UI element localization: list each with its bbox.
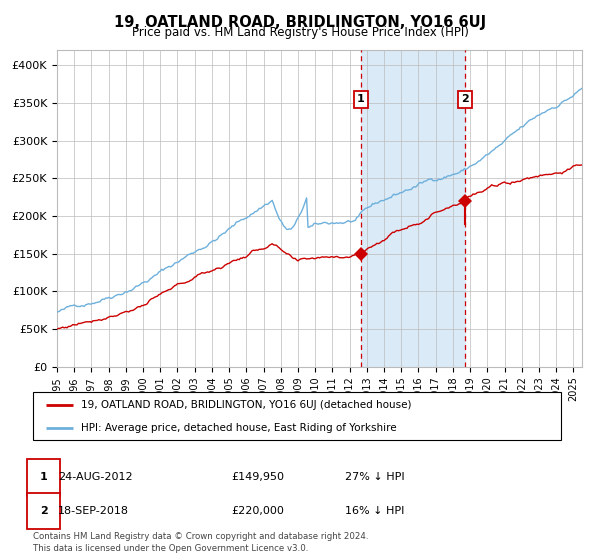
Text: 19, OATLAND ROAD, BRIDLINGTON, YO16 6UJ (detached house): 19, OATLAND ROAD, BRIDLINGTON, YO16 6UJ … — [80, 400, 411, 410]
Text: Price paid vs. HM Land Registry's House Price Index (HPI): Price paid vs. HM Land Registry's House … — [131, 26, 469, 39]
Text: 1: 1 — [40, 473, 48, 482]
Text: 1: 1 — [357, 95, 365, 104]
Text: £220,000: £220,000 — [231, 506, 284, 516]
Text: 2: 2 — [461, 95, 469, 104]
Text: 2: 2 — [40, 506, 48, 516]
Text: HPI: Average price, detached house, East Riding of Yorkshire: HPI: Average price, detached house, East… — [80, 423, 396, 433]
Text: £149,950: £149,950 — [231, 473, 284, 482]
Text: Contains HM Land Registry data © Crown copyright and database right 2024.
This d: Contains HM Land Registry data © Crown c… — [33, 533, 368, 553]
Text: 19, OATLAND ROAD, BRIDLINGTON, YO16 6UJ: 19, OATLAND ROAD, BRIDLINGTON, YO16 6UJ — [114, 15, 486, 30]
Text: 18-SEP-2018: 18-SEP-2018 — [58, 506, 129, 516]
Text: 27% ↓ HPI: 27% ↓ HPI — [345, 473, 404, 482]
Bar — [361, 50, 465, 367]
Text: 16% ↓ HPI: 16% ↓ HPI — [345, 506, 404, 516]
Text: 24-AUG-2012: 24-AUG-2012 — [58, 473, 133, 482]
